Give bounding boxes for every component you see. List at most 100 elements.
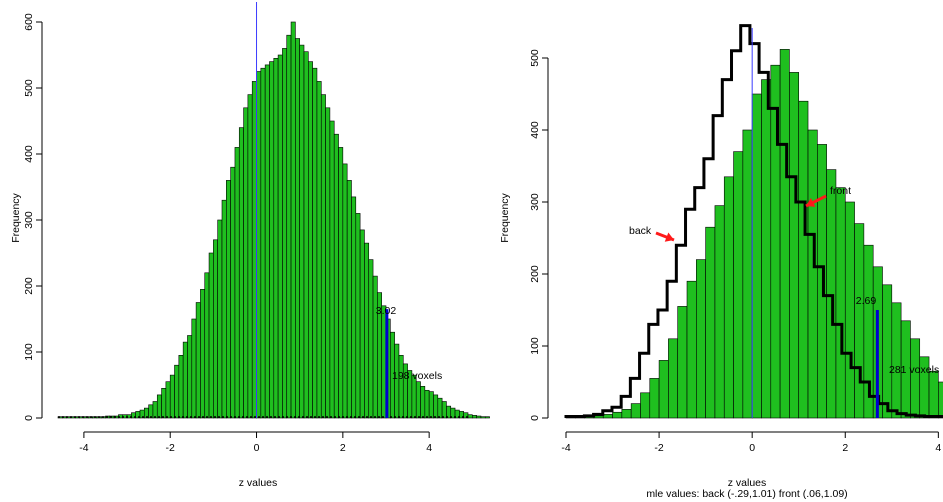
histogram-bar [152, 401, 158, 419]
right-ylabel: Frequency [499, 192, 511, 242]
front-arrow-head [806, 197, 816, 207]
histogram-bar [338, 147, 344, 419]
back-arrow-head [664, 232, 674, 242]
histogram-bar [723, 176, 734, 419]
histogram-bar [381, 305, 387, 419]
histogram-bar [191, 318, 197, 419]
histogram-bar [169, 374, 175, 419]
histogram-bar [221, 199, 227, 419]
histogram-bar [476, 415, 482, 419]
histogram-bar [480, 416, 486, 419]
histogram-bar [200, 288, 206, 419]
histogram-bar [359, 229, 365, 419]
x-tick-label: 4 [935, 442, 941, 454]
histogram-bar [677, 306, 688, 419]
y-tick-label: 500 [23, 79, 35, 97]
y-tick-label: 600 [23, 13, 35, 31]
y-tick-label: 0 [529, 415, 541, 421]
histogram-bar [420, 386, 426, 419]
right-footnote: mle values: back (-.29,1.01) front (.06,… [646, 488, 847, 500]
histogram-bar [230, 166, 236, 419]
histogram-bar [467, 414, 473, 419]
histogram-bar [320, 94, 326, 419]
histogram-bar [364, 242, 370, 419]
histogram-bar [928, 370, 939, 419]
y-tick-label: 300 [529, 193, 541, 211]
histogram-bar [355, 213, 361, 419]
histogram-bar [260, 67, 266, 419]
histogram-bar [148, 404, 154, 419]
x-tick-label: -2 [654, 442, 663, 454]
histogram-bar [415, 381, 421, 419]
histogram-bar [368, 259, 374, 419]
histogram-bar [649, 378, 660, 419]
histogram-bar [303, 51, 309, 419]
right-front-label: front [830, 185, 851, 197]
histogram-bar [696, 259, 706, 419]
histogram-bar [213, 239, 218, 419]
y-tick-label: 0 [23, 415, 35, 421]
y-tick-label: 400 [529, 121, 541, 139]
histogram-bar [640, 392, 651, 419]
right-xlabel: z values [728, 477, 767, 489]
histogram-bar [226, 180, 231, 419]
x-tick-label: -4 [561, 442, 570, 454]
histogram-bar [316, 81, 322, 419]
right-annotation: 281 voxels [889, 364, 939, 376]
left-vline-label: 3.02 [376, 305, 397, 317]
histogram-bar [472, 415, 477, 419]
histogram-bar [742, 129, 753, 419]
histogram-bar [714, 205, 725, 419]
histogram-bar [602, 414, 613, 419]
histogram-bar [798, 100, 809, 419]
histogram-bar [256, 71, 262, 419]
histogram-bar [621, 409, 632, 419]
histogram-bar [161, 387, 167, 419]
histogram-bar [208, 252, 214, 419]
histogram-bar [593, 415, 604, 419]
y-tick-label: 100 [529, 337, 541, 355]
histogram-bar [424, 389, 430, 419]
histogram-bar [826, 169, 837, 419]
histogram-bar [182, 341, 188, 419]
histogram-bar [891, 302, 902, 419]
y-tick-label: 200 [529, 265, 541, 283]
histogram-bar [428, 391, 434, 419]
histogram-bar [882, 284, 893, 419]
histogram-bar [433, 394, 439, 419]
histogram-bar [733, 151, 744, 419]
histogram-bar [686, 280, 697, 419]
histogram-bar [333, 133, 339, 419]
x-tick-label: 0 [254, 442, 260, 454]
y-tick-label: 200 [23, 277, 35, 295]
histogram-bar [630, 403, 641, 419]
histogram-bar [705, 226, 716, 419]
histogram-bar [290, 21, 296, 419]
histogram-bar [295, 38, 300, 419]
left-xlabel: z values [239, 477, 278, 489]
histogram-bar [437, 397, 443, 419]
histogram-bar [441, 401, 447, 419]
histogram-bar [835, 187, 846, 419]
histogram-bar [277, 54, 283, 419]
histogram-bar [204, 272, 210, 419]
histogram-bar [156, 394, 162, 419]
histogram-bar [238, 127, 244, 419]
right-back-label: back [629, 225, 652, 237]
histogram-bar [308, 61, 313, 419]
histogram-bar [217, 219, 223, 419]
left-ylabel: Frequency [10, 192, 22, 242]
x-tick-label: 2 [340, 442, 346, 454]
histogram-bar [187, 335, 193, 419]
left-annotation: 198 voxels [392, 370, 442, 382]
histogram-bar [658, 360, 669, 419]
x-tick-label: 4 [426, 442, 432, 454]
histogram-bar [484, 416, 490, 419]
histogram-bar [938, 381, 943, 419]
histogram-bar [372, 275, 378, 419]
histogram-bar [342, 163, 348, 419]
histogram-bar [854, 223, 865, 419]
histogram-bar [351, 196, 357, 419]
histogram-bar [264, 64, 270, 419]
